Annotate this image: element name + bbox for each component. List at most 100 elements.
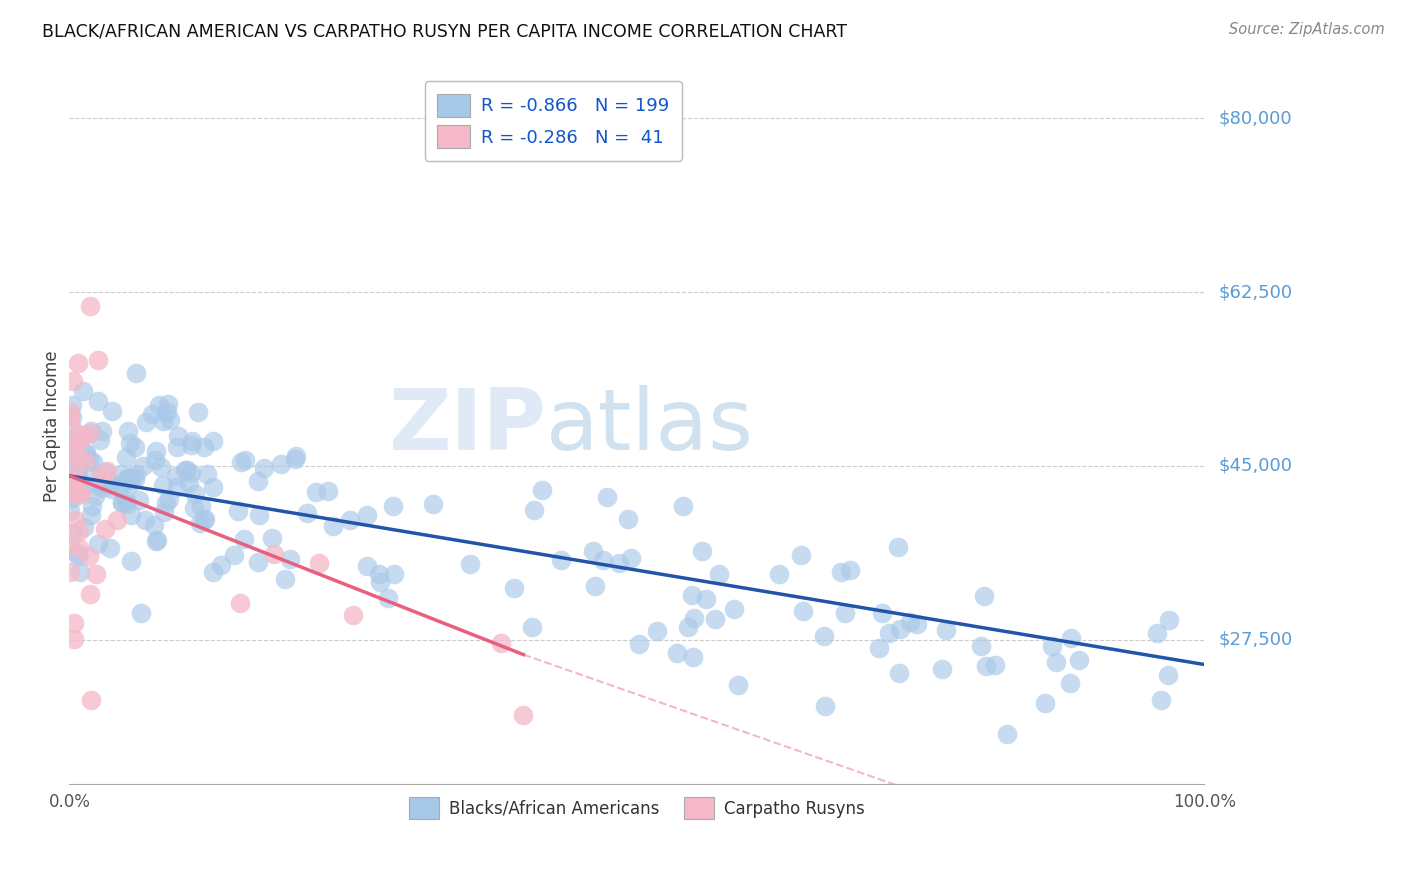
Point [101, 404, 124, 418]
Point [263, 547, 285, 561]
Point [152, 414, 174, 428]
Point [1059, 676, 1081, 690]
Point [62, 374, 84, 388]
Point [83, 489, 105, 503]
Point [118, 477, 141, 491]
Point [132, 459, 155, 474]
Point [356, 508, 378, 523]
Point [422, 498, 444, 512]
Point [101, 482, 124, 496]
Point [616, 512, 638, 526]
Text: $45,000: $45,000 [1219, 457, 1292, 475]
Point [63, 467, 86, 481]
Point [690, 543, 713, 558]
Point [973, 589, 995, 603]
Point [295, 506, 318, 520]
Point [512, 708, 534, 723]
Point [180, 438, 202, 452]
Point [66, 356, 89, 370]
Point [1040, 639, 1063, 653]
Point [382, 566, 405, 581]
Point [58, 537, 80, 551]
Point [87, 394, 110, 409]
Point [273, 572, 295, 586]
Point [110, 467, 132, 481]
Point [115, 471, 138, 485]
Point [995, 727, 1018, 741]
Point [59, 433, 82, 447]
Point [115, 472, 138, 486]
Point [253, 461, 276, 475]
Point [115, 450, 138, 465]
Point [768, 567, 790, 582]
Point [66, 436, 89, 450]
Point [72, 427, 94, 442]
Point [79, 299, 101, 313]
Point [792, 604, 814, 618]
Point [90, 467, 112, 482]
Point [1069, 653, 1091, 667]
Point [229, 455, 252, 469]
Point [607, 556, 630, 570]
Point [62, 632, 84, 646]
Point [382, 500, 405, 514]
Y-axis label: Per Capita Income: Per Capita Income [44, 351, 60, 502]
Point [111, 496, 134, 510]
Point [523, 503, 546, 517]
Point [308, 556, 330, 570]
Point [184, 486, 207, 500]
Point [153, 505, 176, 519]
Point [723, 602, 745, 616]
Point [94, 522, 117, 536]
Point [222, 548, 245, 562]
Point [627, 637, 650, 651]
Point [233, 453, 256, 467]
Point [887, 665, 910, 680]
Point [120, 554, 142, 568]
Point [305, 485, 328, 500]
Point [176, 462, 198, 476]
Text: $27,500: $27,500 [1219, 631, 1292, 648]
Point [247, 508, 270, 522]
Point [75, 446, 97, 460]
Point [93, 465, 115, 479]
Point [834, 606, 856, 620]
Point [97, 474, 120, 488]
Point [77, 549, 100, 563]
Point [190, 500, 212, 514]
Point [66, 470, 89, 484]
Point [79, 426, 101, 441]
Point [80, 424, 103, 438]
Point [82, 454, 104, 468]
Point [145, 533, 167, 547]
Text: Source: ZipAtlas.com: Source: ZipAtlas.com [1229, 22, 1385, 37]
Point [100, 476, 122, 491]
Point [370, 574, 392, 589]
Point [1045, 655, 1067, 669]
Point [66, 427, 89, 442]
Point [87, 352, 110, 367]
Point [60, 409, 83, 424]
Point [228, 596, 250, 610]
Text: $62,500: $62,500 [1219, 283, 1292, 301]
Point [87, 537, 110, 551]
Point [342, 608, 364, 623]
Point [73, 520, 96, 534]
Point [368, 567, 391, 582]
Point [70, 487, 93, 501]
Point [193, 513, 215, 527]
Point [522, 620, 544, 634]
Point [194, 512, 217, 526]
Point [232, 532, 254, 546]
Point [67, 458, 90, 473]
Point [155, 405, 177, 419]
Point [143, 453, 166, 467]
Point [672, 500, 695, 514]
Point [201, 434, 224, 449]
Text: ZIP: ZIP [388, 384, 546, 467]
Point [77, 452, 100, 467]
Point [193, 440, 215, 454]
Point [174, 463, 197, 477]
Point [59, 504, 82, 518]
Point [65, 459, 87, 474]
